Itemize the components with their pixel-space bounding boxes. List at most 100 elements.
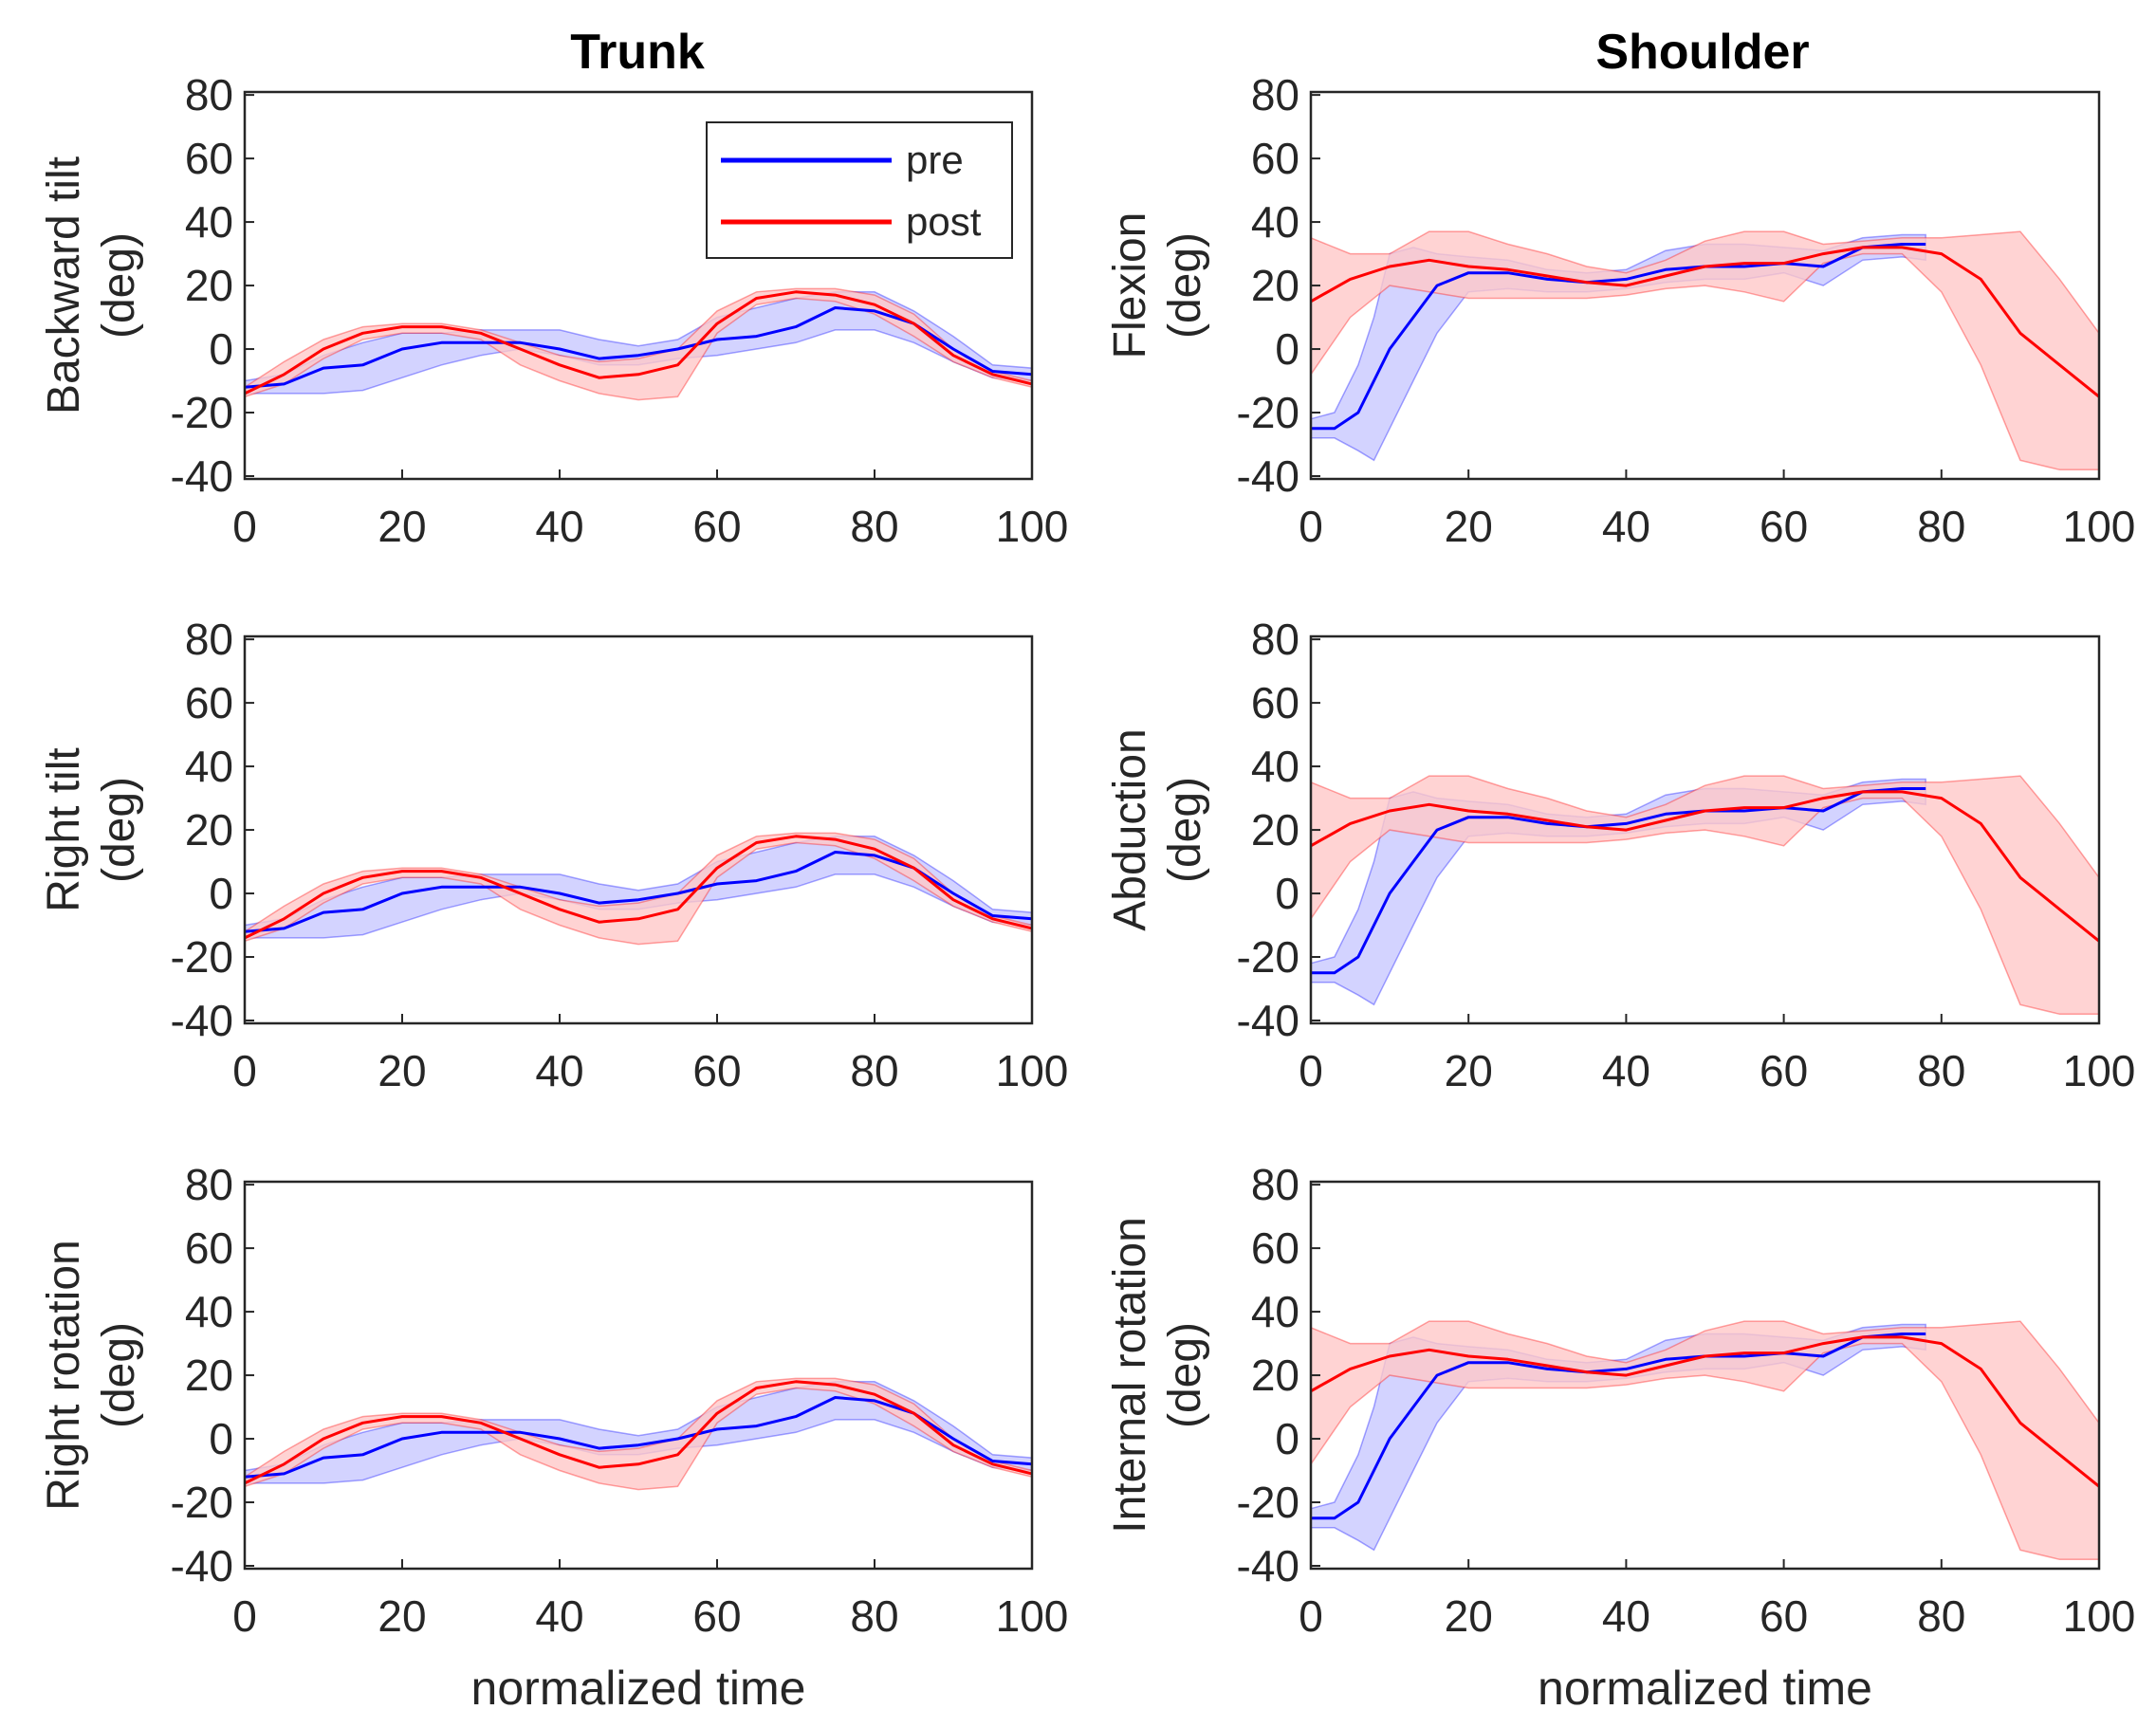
line-pre xyxy=(1311,1333,1926,1520)
x-tick-label: 40 xyxy=(535,502,583,551)
x-tick-label: 20 xyxy=(1445,502,1493,551)
y-tick-label: 0 xyxy=(1275,1414,1299,1463)
y-tick-label: 40 xyxy=(1251,197,1299,247)
y-tick-label: 80 xyxy=(1251,615,1299,664)
y-tick-label: 20 xyxy=(185,805,233,855)
x-tick-label: 80 xyxy=(850,502,898,551)
x-tick-label: 0 xyxy=(232,1591,257,1641)
x-tick-label: 60 xyxy=(1760,502,1808,551)
y-tick-label: 60 xyxy=(1251,1223,1299,1273)
y-axis-label: Internal rotation (deg) xyxy=(1105,1217,1210,1534)
x-tick-label: 20 xyxy=(378,1046,426,1095)
line-pre xyxy=(244,306,1033,389)
y-tick-label: 60 xyxy=(185,134,233,183)
x-tick-label: 60 xyxy=(692,502,741,551)
legend-label-post: post xyxy=(906,199,982,244)
x-tick-label: 20 xyxy=(378,502,426,551)
line-pre xyxy=(1311,787,1926,975)
y-tick-label: 40 xyxy=(185,197,233,247)
x-tick-label: 0 xyxy=(1299,502,1323,551)
x-tick-label: 40 xyxy=(535,1591,583,1641)
x-tick-label: 20 xyxy=(1445,1046,1493,1095)
y-tick-label: 60 xyxy=(1251,134,1299,183)
y-tick-label: 40 xyxy=(185,1287,233,1336)
x-tick-label: 40 xyxy=(1602,1046,1650,1095)
line-post xyxy=(244,835,1033,940)
axes-box xyxy=(243,1180,1034,1571)
line-pre xyxy=(244,1396,1033,1479)
y-tick-label: -40 xyxy=(1237,1541,1299,1590)
x-tick-label: 60 xyxy=(692,1591,741,1641)
y-tick-label: 80 xyxy=(185,70,233,119)
line-post xyxy=(244,290,1033,395)
y-tick-label: 20 xyxy=(1251,805,1299,855)
y-tick-label: 40 xyxy=(185,742,233,791)
y-tick-label: 80 xyxy=(185,615,233,664)
axes-box xyxy=(243,634,1034,1025)
x-tick-label: 100 xyxy=(2063,502,2136,551)
y-tick-label: 60 xyxy=(1251,678,1299,727)
x-tick-label: 80 xyxy=(850,1591,898,1641)
y-tick-label: -20 xyxy=(171,388,233,437)
y-axis-label: Abduction (deg) xyxy=(1105,728,1210,931)
x-tick-label: 100 xyxy=(2063,1591,2136,1641)
y-tick-label: 0 xyxy=(1275,869,1299,918)
y-tick-label: -20 xyxy=(1237,932,1299,982)
y-tick-label: 20 xyxy=(185,1351,233,1400)
line-post xyxy=(244,1380,1033,1485)
y-axis-label: Right rotation (deg) xyxy=(39,1240,144,1511)
x-tick-label: 80 xyxy=(1917,1046,1965,1095)
y-tick-label: 0 xyxy=(209,324,233,374)
y-tick-label: 80 xyxy=(185,1160,233,1209)
y-axis-label: Flexion (deg) xyxy=(1105,212,1210,359)
y-tick-label: 80 xyxy=(1251,1160,1299,1209)
x-tick-label: 0 xyxy=(232,1046,257,1095)
y-tick-label: -40 xyxy=(171,1541,233,1590)
x-tick-label: 60 xyxy=(692,1046,741,1095)
x-tick-label: 80 xyxy=(1917,502,1965,551)
y-tick-label: -40 xyxy=(171,451,233,501)
y-tick-label: 20 xyxy=(1251,261,1299,310)
y-tick-label: -20 xyxy=(171,1478,233,1527)
line-pre xyxy=(1311,243,1926,431)
x-tick-label: 60 xyxy=(1760,1591,1808,1641)
x-tick-label: 0 xyxy=(1299,1591,1323,1641)
line-pre xyxy=(244,851,1033,933)
x-tick-label: 20 xyxy=(378,1591,426,1641)
y-tick-label: 60 xyxy=(185,1223,233,1273)
y-tick-label: -20 xyxy=(171,932,233,982)
column-title-shoulder: Shoulder xyxy=(1595,25,1809,80)
x-tick-label: 100 xyxy=(2063,1046,2136,1095)
x-axis-label: normalized time xyxy=(1538,1662,1872,1715)
x-tick-label: 0 xyxy=(232,502,257,551)
line-post xyxy=(1310,790,2100,943)
legend-box xyxy=(706,121,1013,259)
line-post xyxy=(1310,1335,2100,1488)
x-tick-label: 80 xyxy=(850,1046,898,1095)
legend: pre post xyxy=(706,121,1013,259)
x-tick-label: 80 xyxy=(1917,1591,1965,1641)
x-axis-label: normalized time xyxy=(471,1662,806,1715)
y-tick-label: 0 xyxy=(209,869,233,918)
y-tick-label: 40 xyxy=(1251,742,1299,791)
y-tick-label: 60 xyxy=(185,678,233,727)
y-tick-label: -40 xyxy=(171,996,233,1045)
y-tick-label: -20 xyxy=(1237,1478,1299,1527)
y-tick-label: -40 xyxy=(1237,451,1299,501)
y-tick-label: -40 xyxy=(1237,996,1299,1045)
x-tick-label: 100 xyxy=(996,1591,1069,1641)
legend-label-pre: pre xyxy=(906,138,964,182)
y-tick-label: 0 xyxy=(1275,324,1299,374)
y-tick-label: 0 xyxy=(209,1414,233,1463)
column-title-trunk: Trunk xyxy=(570,25,705,80)
x-tick-label: 20 xyxy=(1445,1591,1493,1641)
x-tick-label: 100 xyxy=(996,1046,1069,1095)
